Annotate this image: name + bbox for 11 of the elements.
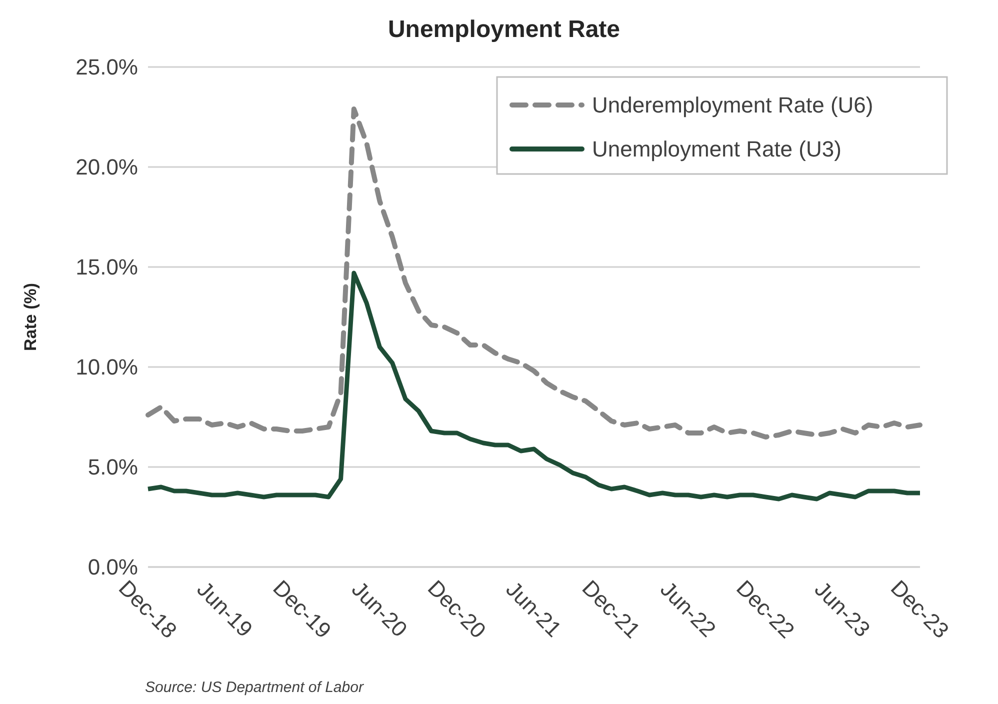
y-tick-label: 25.0% [76,54,138,80]
legend-label: Underemployment Rate (U6) [592,92,874,118]
chart-title: Unemployment Rate [388,16,620,43]
y-tick-label: 20.0% [76,154,138,180]
y-tick-label: 10.0% [76,354,138,380]
legend-label: Unemployment Rate (U3) [592,136,842,162]
y-axis-title: Rate (%) [21,282,40,352]
y-tick-label: 5.0% [88,454,138,480]
source-note: Source: US Department of Labor [145,679,364,696]
y-tick-label: 15.0% [76,254,138,280]
y-tick-label: 0.0% [88,554,138,580]
